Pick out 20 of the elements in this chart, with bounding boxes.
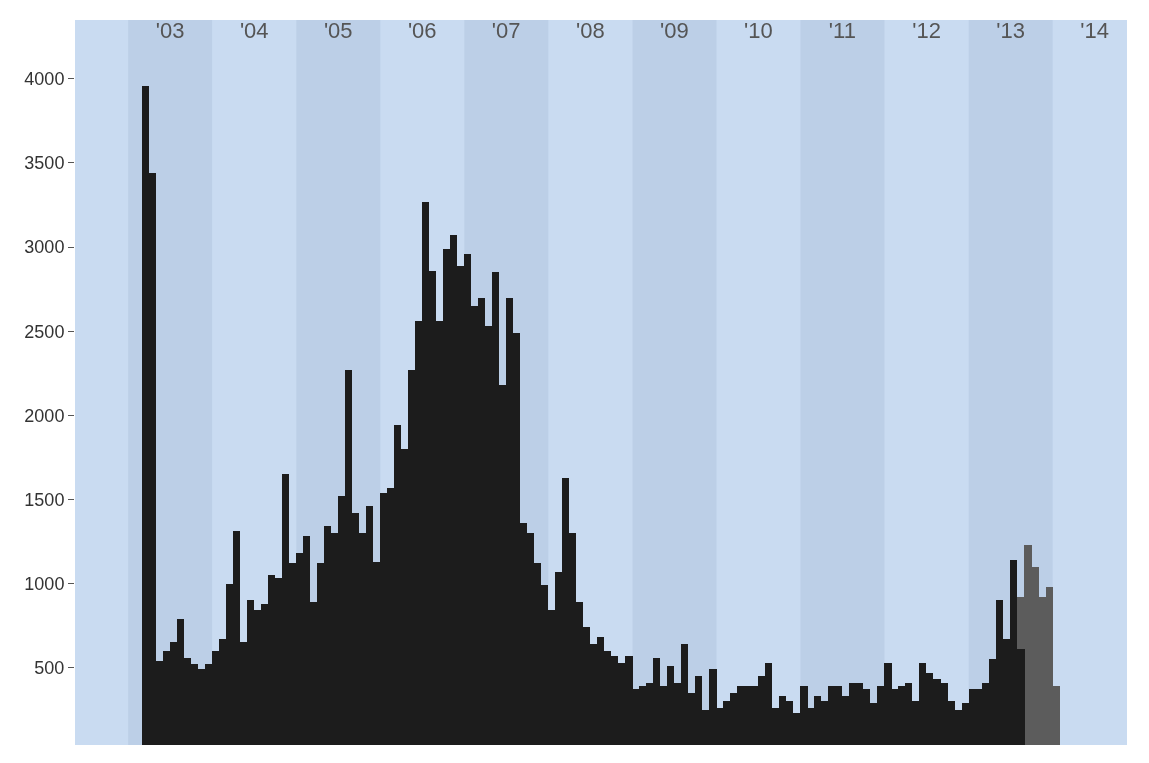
y-tick-label: 1000 xyxy=(24,573,65,594)
x-tick-label: '05 xyxy=(323,18,353,44)
x-tick-label: '08 xyxy=(576,18,605,44)
x-tick-label: '14 xyxy=(1080,18,1109,44)
x-tick-label: '03 xyxy=(155,18,185,44)
y-tick-label: 2000 xyxy=(24,405,65,426)
x-tick-label: '10 xyxy=(744,18,773,44)
x-tick-label: '07 xyxy=(491,18,521,44)
x-tick-label: '09 xyxy=(660,18,689,44)
y-tick-label: 1500 xyxy=(24,489,65,510)
x-tick-label: '11 xyxy=(828,18,856,44)
x-tick-label: '06 xyxy=(407,18,437,44)
y-tick-label: 4000 xyxy=(24,69,65,90)
x-tick-label: '13 xyxy=(996,18,1025,44)
y-tick-label: 500 xyxy=(34,657,65,678)
x-tick-label: '12 xyxy=(912,18,941,44)
x-tick-label: '04 xyxy=(239,18,269,44)
y-tick-label: 2500 xyxy=(24,321,65,342)
y-tick-label: 3500 xyxy=(24,153,65,174)
y-tick-label: 3000 xyxy=(24,237,65,258)
